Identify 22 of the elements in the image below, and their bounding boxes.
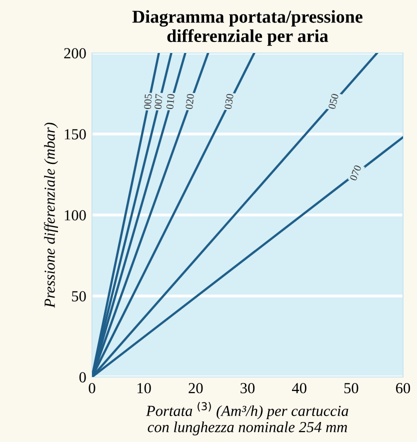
text: 030 xyxy=(224,94,234,110)
chart-title: Diagramma portata/pressione differenziale per aria xyxy=(132,10,362,46)
y-tick-label: 50 xyxy=(72,291,86,302)
y-tick-label: 200 xyxy=(64,48,86,58)
text: 007 xyxy=(154,94,163,110)
x-tick-label: 0 xyxy=(88,382,96,394)
y-tick-label: 0 xyxy=(79,372,86,382)
text: 050 xyxy=(328,93,339,110)
text: 070 xyxy=(350,164,362,182)
y-axis-title: Pressione differenziale (mbar) xyxy=(44,122,58,308)
x-axis-title: Portata $^{(3)}$ (Am³/h) per cartuccia con lunghezza nominale 254 mm xyxy=(146,402,348,436)
x-tick-label: 50 xyxy=(344,382,358,394)
x-tick-label: 10 xyxy=(138,382,151,394)
text: 005 xyxy=(144,94,152,110)
x-tick-label: 40 xyxy=(292,382,306,394)
y-tick-label: 100 xyxy=(64,210,86,220)
x-tick-label: 20 xyxy=(188,382,203,394)
y-tick-label: 150 xyxy=(64,129,86,140)
x-tick-label: 30 xyxy=(240,382,255,394)
x-tick-label: 60 xyxy=(396,382,410,394)
text: 020 xyxy=(186,94,194,110)
text: 010 xyxy=(166,94,175,110)
